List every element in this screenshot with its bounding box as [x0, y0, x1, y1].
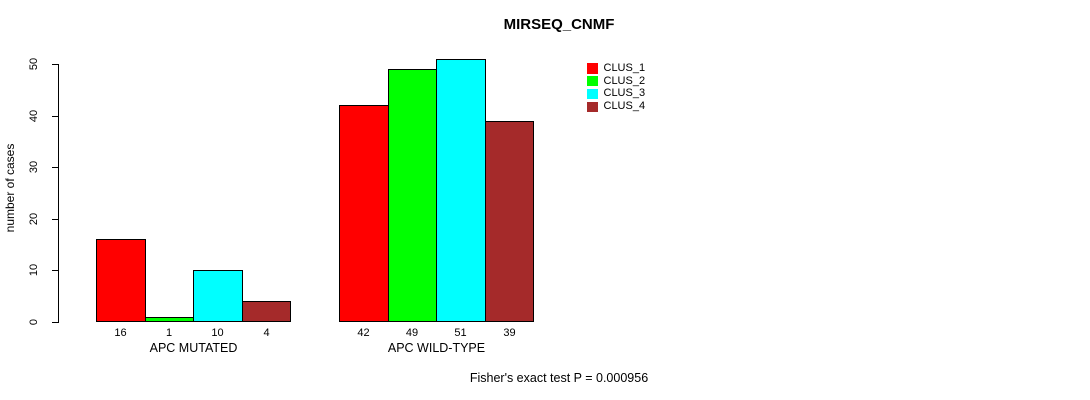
- bar-clus_1-apc-wild-type: [339, 105, 389, 322]
- y-axis-tick-label: 0: [28, 318, 40, 326]
- bar-value-label: 42: [357, 327, 370, 339]
- y-axis-tick-label: 10: [28, 263, 40, 277]
- y-axis-tick: [52, 116, 59, 117]
- y-axis-tick: [52, 64, 59, 65]
- bar-value-label: 51: [454, 327, 467, 339]
- bar-clus_3-apc-wild-type: [436, 59, 486, 322]
- y-axis-tick: [52, 270, 59, 271]
- legend-label: CLUS_1: [603, 61, 646, 74]
- bar-clus_2-apc-mutated: [145, 317, 194, 322]
- y-axis-line: [58, 64, 59, 323]
- legend-item-clus_4: CLUS_4: [587, 100, 645, 113]
- bar-clus_3-apc-mutated: [193, 270, 243, 322]
- legend-label: CLUS_3: [603, 87, 646, 100]
- y-axis-tick: [52, 322, 59, 323]
- y-axis-tick: [52, 219, 59, 220]
- bar-value-label: 4: [263, 327, 270, 339]
- y-axis-tick-label: 30: [28, 160, 40, 174]
- y-axis-tick-label: 20: [28, 212, 40, 226]
- bar-clus_4-apc-mutated: [242, 301, 291, 322]
- bar-value-label: 49: [405, 327, 419, 339]
- legend: CLUS_1 CLUS_2 CLUS_3 CLUS_4: [587, 62, 645, 113]
- bar-clus_2-apc-wild-type: [388, 69, 437, 322]
- bar-value-label: 1: [165, 327, 173, 339]
- legend-swatch-clus_2: [587, 75, 598, 87]
- legend-item-clus_2: CLUS_2: [587, 75, 645, 88]
- bar-value-label: 16: [114, 327, 127, 339]
- bar-clus_1-apc-mutated: [96, 239, 146, 322]
- legend-label: CLUS_4: [603, 100, 646, 113]
- bar-value-label: 10: [211, 327, 224, 339]
- legend-label: CLUS_2: [603, 74, 646, 87]
- y-axis-tick-label: 50: [28, 57, 40, 71]
- legend-swatch-clus_3: [587, 88, 598, 100]
- footer-annotation: Fisher's exact test P = 0.000956: [469, 371, 649, 385]
- y-axis-tick-label: 40: [28, 109, 40, 123]
- legend-swatch-clus_4: [587, 101, 598, 113]
- legend-item-clus_3: CLUS_3: [587, 88, 645, 101]
- y-axis-tick: [52, 167, 59, 168]
- bar-value-label: 39: [503, 327, 516, 339]
- y-axis-label: number of cases: [3, 143, 17, 233]
- chart-title: MIRSEQ_CNMF: [503, 16, 615, 33]
- x-group-label-apc-mutated: APC MUTATED: [149, 341, 238, 355]
- x-group-label-apc-wild-type: APC WILD-TYPE: [387, 341, 486, 355]
- legend-item-clus_1: CLUS_1: [587, 62, 645, 75]
- bar-clus_4-apc-wild-type: [485, 121, 534, 322]
- legend-swatch-clus_1: [587, 63, 598, 74]
